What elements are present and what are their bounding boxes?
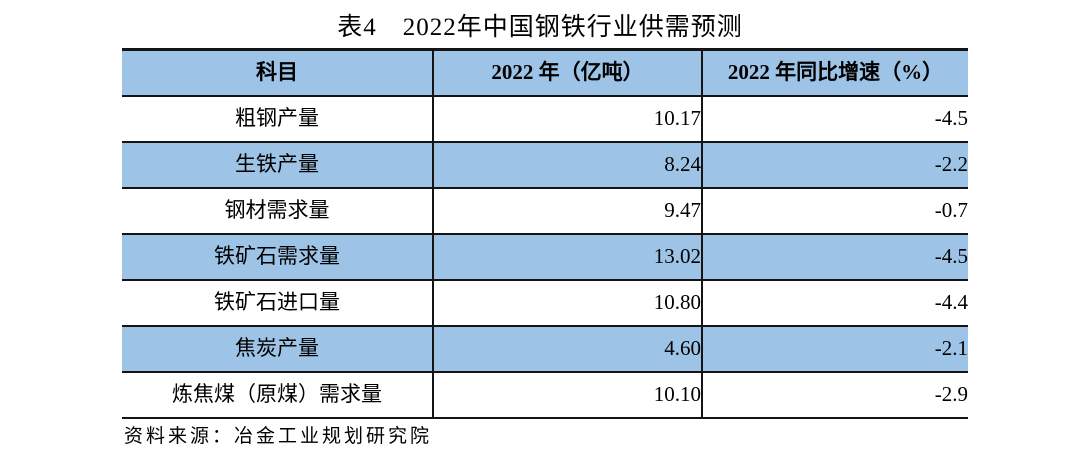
table-row: 炼焦煤（原煤）需求量 10.10 -2.9 bbox=[122, 370, 968, 419]
table-row: 铁矿石进口量 10.80 -4.4 bbox=[122, 278, 968, 327]
growth-cell: -0.7 bbox=[701, 186, 968, 235]
table-row: 钢材需求量 9.47 -0.7 bbox=[122, 186, 968, 235]
table-row: 铁矿石需求量 13.02 -4.5 bbox=[122, 232, 968, 281]
growth-cell: -2.9 bbox=[701, 370, 968, 419]
item-cell: 钢材需求量 bbox=[122, 186, 433, 235]
header-cell-growth: 2022 年同比增速（%） bbox=[701, 48, 968, 97]
growth-cell: -2.2 bbox=[701, 140, 968, 189]
growth-cell: -2.1 bbox=[701, 324, 968, 373]
value-cell: 13.02 bbox=[432, 232, 702, 281]
growth-cell: -4.5 bbox=[701, 232, 968, 281]
growth-cell: -4.5 bbox=[701, 94, 968, 143]
header-row: 科目 2022 年（亿吨） 2022 年同比增速（%） bbox=[122, 48, 968, 97]
table-row: 粗钢产量 10.17 -4.5 bbox=[122, 94, 968, 143]
item-cell: 生铁产量 bbox=[122, 140, 433, 189]
item-cell: 焦炭产量 bbox=[122, 324, 433, 373]
value-cell: 10.10 bbox=[432, 370, 702, 419]
source-note: 资料来源：冶金工业规划研究院 bbox=[124, 426, 433, 447]
value-cell: 8.24 bbox=[432, 140, 702, 189]
value-cell: 4.60 bbox=[432, 324, 702, 373]
value-cell: 10.17 bbox=[432, 94, 702, 143]
table-row: 焦炭产量 4.60 -2.1 bbox=[122, 324, 968, 373]
item-cell: 铁矿石进口量 bbox=[122, 278, 433, 327]
table-caption: 表4 2022年中国钢铁行业供需预测 bbox=[337, 14, 743, 41]
value-cell: 10.80 bbox=[432, 278, 702, 327]
growth-cell: -4.4 bbox=[701, 278, 968, 327]
item-cell: 铁矿石需求量 bbox=[122, 232, 433, 281]
table-row: 生铁产量 8.24 -2.2 bbox=[122, 140, 968, 189]
item-cell: 粗钢产量 bbox=[122, 94, 433, 143]
header-cell-value: 2022 年（亿吨） bbox=[432, 48, 702, 97]
value-cell: 9.47 bbox=[432, 186, 702, 235]
item-cell: 炼焦煤（原煤）需求量 bbox=[122, 370, 433, 419]
supply-demand-forecast-table: 科目 2022 年（亿吨） 2022 年同比增速（%） 粗钢产量 10.17 -… bbox=[122, 48, 968, 419]
header-cell-item: 科目 bbox=[122, 48, 433, 97]
